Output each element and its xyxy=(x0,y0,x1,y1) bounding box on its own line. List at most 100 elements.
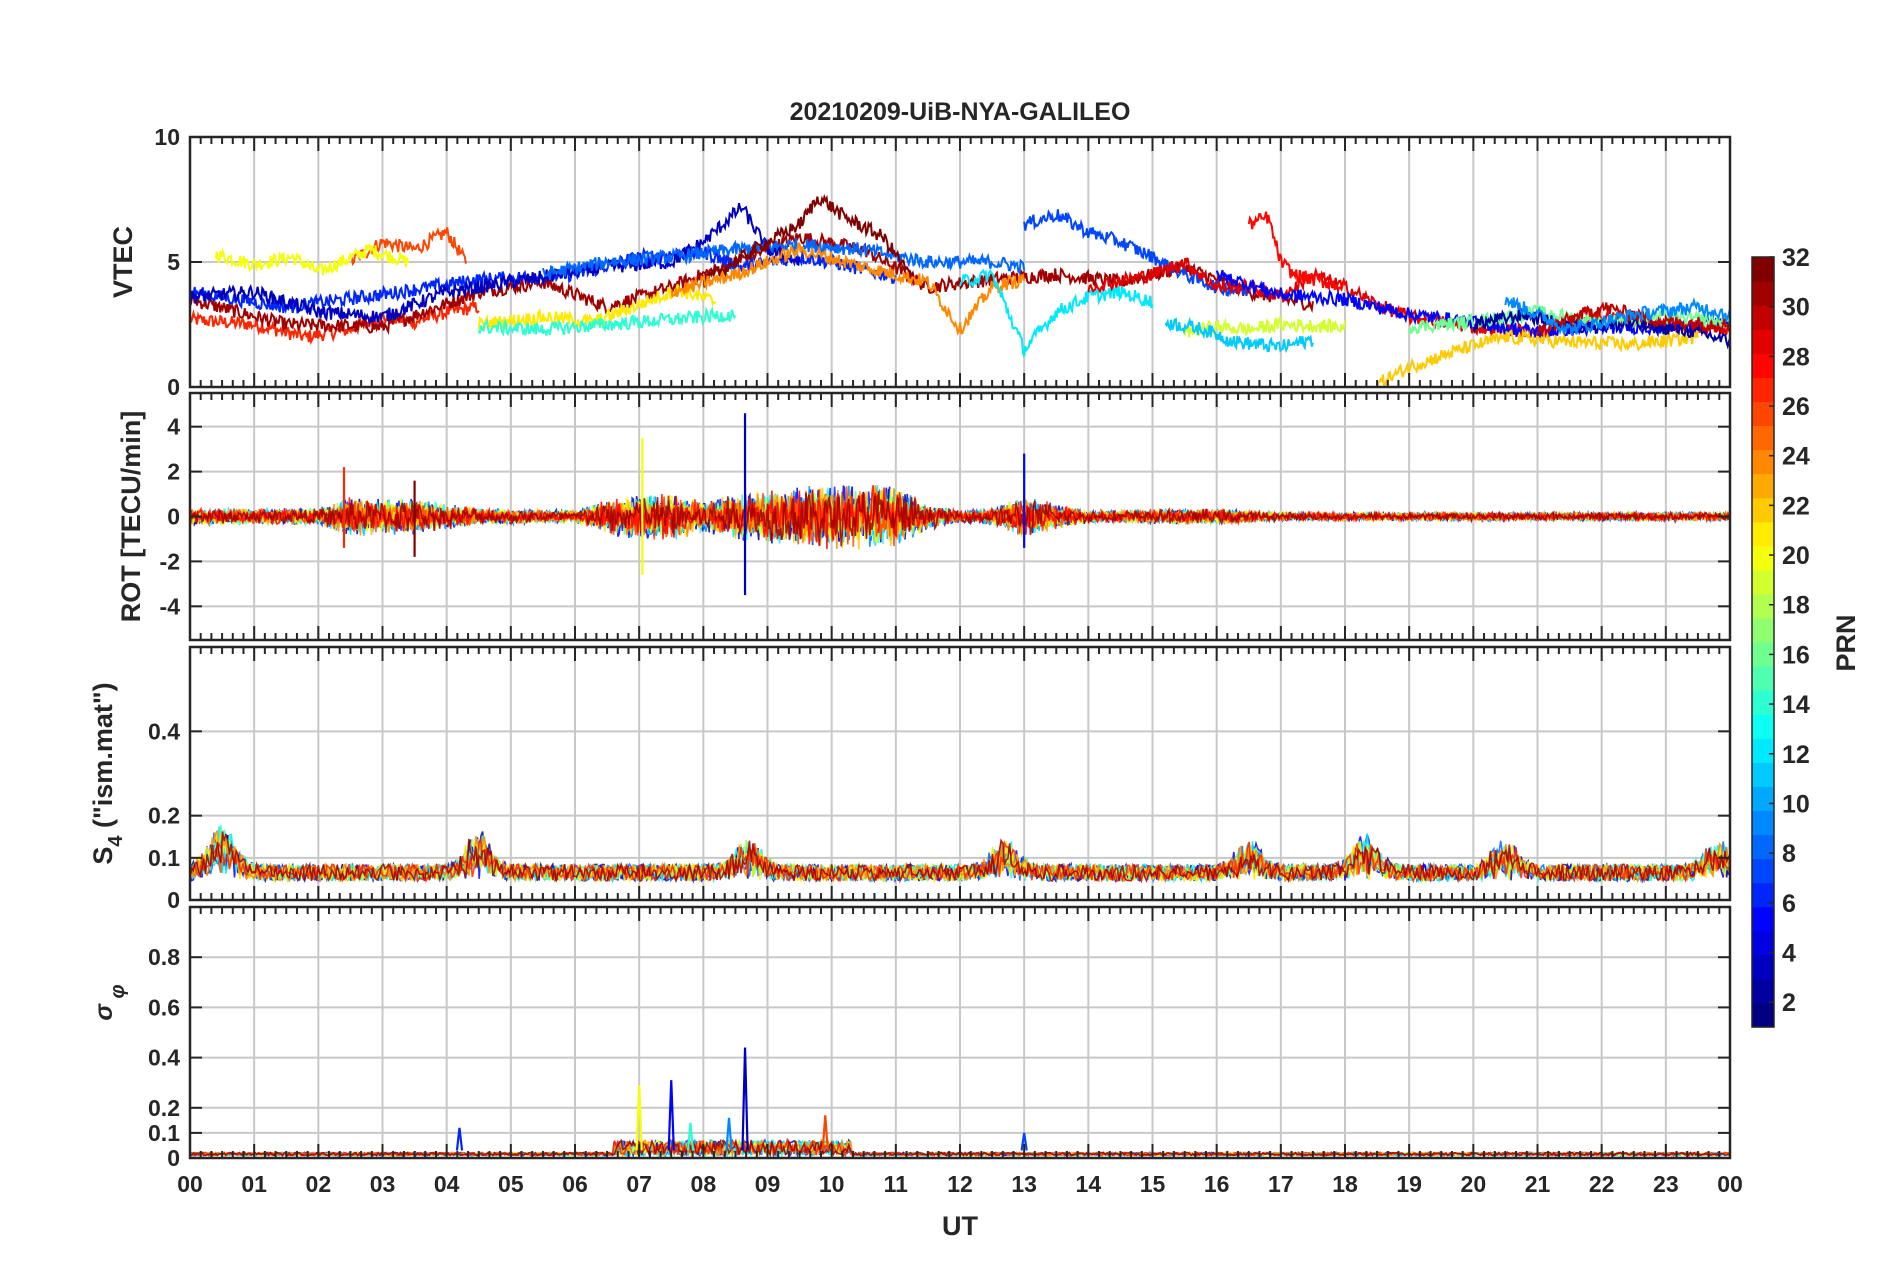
colorbar-cell xyxy=(1752,521,1774,547)
colorbar-tick-label: 12 xyxy=(1782,741,1810,769)
vtec-series-prn-26 xyxy=(349,227,467,267)
sigma-spike xyxy=(725,1117,733,1151)
y-axis-label: σ φ xyxy=(90,984,129,1020)
rot-series-prn-31 xyxy=(190,489,1730,547)
panel-sigma_phi: 00.10.2 0.4 0.6 0.8 σ φ xyxy=(90,905,1732,1171)
x-tick-label: 15 xyxy=(1140,1171,1166,1197)
panel-rot: -4 -2 0 2 4 ROT [TECU/min] xyxy=(116,391,1732,642)
y-tick-label: 2 xyxy=(167,459,180,485)
colorbar-cell xyxy=(1752,858,1774,884)
colorbar-label: PRN xyxy=(1831,614,1861,671)
y-tick-label: 0.2 xyxy=(148,803,180,829)
colorbar-tick-label: 8 xyxy=(1782,840,1796,868)
colorbar-cell xyxy=(1752,545,1774,571)
sigma-spike xyxy=(667,1080,675,1151)
colorbar-cell xyxy=(1752,281,1774,306)
colorbar-cell xyxy=(1752,593,1774,619)
sigma-spike xyxy=(1020,1132,1028,1151)
x-tick-label: 05 xyxy=(498,1171,524,1197)
x-tick-label: 00 xyxy=(1717,1171,1743,1197)
x-tick-label: 08 xyxy=(691,1171,717,1197)
colorbar-cell xyxy=(1752,449,1774,475)
x-tick-label: 11 xyxy=(884,1171,909,1197)
y-tick-label: 0.6 xyxy=(148,994,180,1020)
y-tick-label: -4 xyxy=(160,593,181,619)
x-tick-label: 14 xyxy=(1076,1171,1102,1197)
y-tick-label: 0 xyxy=(167,504,180,530)
colorbar-cell xyxy=(1752,401,1774,427)
x-tick-label: 20 xyxy=(1461,1171,1487,1197)
y-tick-label: 0 xyxy=(167,1145,180,1171)
x-tick-label: 23 xyxy=(1653,1171,1679,1197)
colorbar-cell xyxy=(1752,617,1774,643)
s4-series-prn-31 xyxy=(190,831,1730,884)
vtec-series-prn-3 xyxy=(190,202,801,327)
colorbar-cell xyxy=(1752,690,1774,715)
y-tick-label: 0.8 xyxy=(148,944,180,970)
series-group xyxy=(190,193,1730,387)
colorbar-cell xyxy=(1752,1002,1774,1028)
y-tick-label: -2 xyxy=(160,548,180,574)
vtec-series-prn-24 xyxy=(670,242,1026,336)
vtec-series-prn-7 xyxy=(1023,209,1250,297)
colorbar-cell xyxy=(1752,642,1774,667)
vtec-series-prn-32 xyxy=(702,193,917,288)
x-tick-label: 13 xyxy=(1011,1171,1037,1197)
panel-s4: 0 0.1 0.2 0.4 S4 ("ism.mat") xyxy=(88,645,1732,913)
colorbar-cell xyxy=(1752,305,1774,330)
x-tick-label: 12 xyxy=(947,1171,973,1197)
colorbar-tick-label: 2 xyxy=(1782,989,1796,1017)
series-group xyxy=(190,825,1730,884)
x-tick-label: 19 xyxy=(1396,1171,1422,1197)
y-axis-label: ROT [TECU/min] xyxy=(116,411,146,622)
colorbar-cell xyxy=(1752,954,1774,980)
series-group xyxy=(190,413,1730,596)
colorbar-cell xyxy=(1752,569,1774,595)
x-tick-label: 09 xyxy=(755,1171,781,1197)
sigma-spike xyxy=(741,1047,749,1151)
y-tick-label: 4 xyxy=(167,414,180,440)
colorbar-cell xyxy=(1752,834,1774,860)
colorbar-cell xyxy=(1752,257,1774,282)
y-tick-label: 10 xyxy=(154,124,180,150)
sigma-spike xyxy=(686,1122,695,1151)
colorbar-tick-label: 10 xyxy=(1782,790,1810,818)
colorbar-tick-label: 28 xyxy=(1782,343,1810,371)
x-tick-label: 16 xyxy=(1204,1171,1230,1197)
y-axis-label: S4 ("ism.mat") xyxy=(88,682,127,864)
colorbar-cell xyxy=(1752,353,1774,378)
colorbar-cell xyxy=(1752,714,1774,739)
vtec-series-prn-20 xyxy=(214,243,410,276)
colorbar-cell xyxy=(1752,978,1774,1004)
x-tick-label: 03 xyxy=(370,1171,396,1197)
colorbar-tick-label: 24 xyxy=(1782,443,1810,471)
x-tick-label: 22 xyxy=(1589,1171,1615,1197)
y-tick-label: 0.2 xyxy=(148,1095,180,1121)
colorbar-cell xyxy=(1752,930,1774,956)
y-axis-label: VTEC xyxy=(108,226,138,298)
y-tick-label: 0.1 xyxy=(148,1120,180,1146)
vtec-series-prn-21 xyxy=(477,284,717,332)
y-tick-label: 5 xyxy=(167,249,180,275)
x-tick-label: 10 xyxy=(819,1171,845,1197)
sigma-spike xyxy=(455,1127,464,1151)
colorbar-cell xyxy=(1752,473,1774,499)
y-tick-label: 0.4 xyxy=(148,718,180,744)
vtec-series-prn-9 xyxy=(1504,296,1730,336)
sigma-spike xyxy=(821,1115,829,1151)
vtec-series-prn-11 xyxy=(1164,316,1314,354)
x-tick-label: 04 xyxy=(434,1171,460,1197)
y-tick-label: 0.1 xyxy=(148,845,180,871)
colorbar-cell xyxy=(1752,738,1774,763)
colorbar-cell xyxy=(1752,377,1774,402)
colorbar-cell xyxy=(1752,497,1774,523)
colorbar-tick-label: 14 xyxy=(1782,691,1810,719)
x-tick-label: 21 xyxy=(1525,1171,1551,1197)
colorbar-tick-label: 16 xyxy=(1782,641,1810,669)
colorbar-tick-label: 22 xyxy=(1782,492,1810,520)
colorbar-frame xyxy=(1751,256,1775,1028)
colorbar-tick-label: 4 xyxy=(1782,939,1796,967)
